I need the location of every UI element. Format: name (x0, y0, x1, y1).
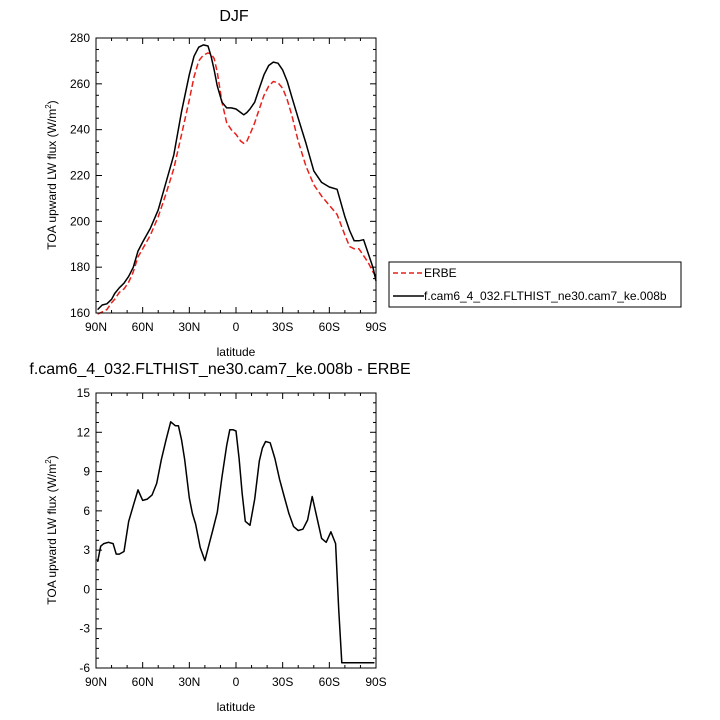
x-tick-label-top: 90N (85, 320, 107, 334)
y-axis-label-close-bottom: ) (45, 455, 59, 459)
plot-frame-bottom (95, 392, 377, 669)
y-tick-label-top: 280 (70, 31, 90, 45)
panel-top: DJF 160 180 200 220 240 260 280 90N 60N 30N 0 30S 60… (44, 8, 682, 359)
x-tick-label-top: 0 (233, 320, 240, 334)
series-line-bottom-0 (96, 421, 375, 664)
x-tick-label-top: 90S (365, 320, 386, 334)
plot-frame-top (95, 37, 377, 314)
y-axis-label-sup-bottom: 2 (44, 459, 53, 464)
y-axis-label-bottom: TOA upward LW flux (W/m2) (44, 455, 59, 604)
x-tick-label-top: 60N (132, 320, 154, 334)
y-tick-label-bottom: 0 (83, 582, 90, 596)
x-axis-label-top: latitude (217, 345, 256, 359)
y-tick-label-top: 200 (70, 214, 90, 228)
x-tick-label-top: 30N (178, 320, 200, 334)
y-tick-label-bottom: 6 (83, 504, 90, 518)
y-tick-label-bottom: 15 (77, 386, 91, 400)
y-axis-label-main-top: TOA upward LW flux (W/m (45, 109, 59, 250)
x-tick-label-bottom: 90S (365, 675, 386, 689)
plot-area-bottom: -6 -3 0 3 6 9 12 15 90N 60N 30N 0 30S 60S 90S (77, 386, 387, 689)
x-tick-label-bottom: 30S (272, 675, 293, 689)
y-tick-label-top: 220 (70, 169, 90, 183)
panel-bottom: f.cam6_4_032.FLTHIST_ne30.cam7_ke.008b -… (29, 361, 410, 714)
y-tick-label-top: 180 (70, 260, 90, 274)
chart-title-bottom: f.cam6_4_032.FLTHIST_ne30.cam7_ke.008b -… (29, 361, 410, 378)
x-tick-label-top: 30S (272, 320, 293, 334)
legend-box (388, 261, 682, 308)
x-tick-label-top: 60S (319, 320, 340, 334)
x-tick-label-bottom: 30N (178, 675, 200, 689)
y-tick-label-top: 160 (70, 306, 90, 320)
x-tick-label-bottom: 90N (85, 675, 107, 689)
series-line-top-1 (97, 44, 377, 311)
x-tick-label-bottom: 60N (132, 675, 154, 689)
y-axis-label-main-bottom: TOA upward LW flux (W/m (45, 464, 59, 605)
y-tick-label-bottom: -3 (79, 622, 90, 636)
legend: ERBE f.cam6_4_032.FLTHIST_ne30.cam7_ke.0… (388, 261, 682, 308)
y-tick-label-bottom: 9 (83, 465, 90, 479)
plot-area-top: 160 180 200 220 240 260 280 90N 60N 30N 0 30S 60S 90S (70, 31, 387, 334)
y-axis-label-close-top: ) (45, 100, 59, 104)
y-axis-label-top: TOA upward LW flux (W/m2) (44, 100, 59, 249)
x-axis-label-bottom: latitude (217, 700, 256, 714)
y-tick-label-top: 260 (70, 77, 90, 91)
y-axis-label-sup-top: 2 (44, 104, 53, 109)
x-tick-label-bottom: 60S (319, 675, 340, 689)
y-tick-label-top: 240 (70, 123, 90, 137)
x-tick-label-bottom: 0 (233, 675, 240, 689)
chart-title-top: DJF (219, 8, 249, 25)
legend-label-model: f.cam6_4_032.FLTHIST_ne30.cam7_ke.008b (424, 289, 667, 303)
y-tick-label-bottom: 3 (83, 543, 90, 557)
y-tick-label-bottom: -6 (79, 661, 90, 675)
legend-label-erbe: ERBE (424, 266, 457, 280)
y-tick-label-bottom: 12 (77, 425, 91, 439)
series-line-top-0 (97, 52, 377, 315)
